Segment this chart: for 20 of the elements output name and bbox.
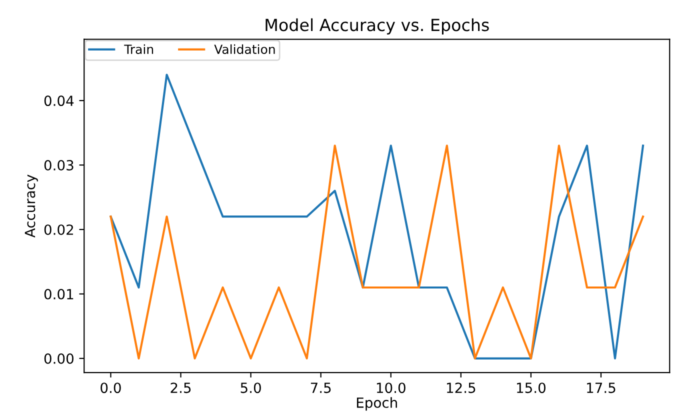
y-axis-title: Accuracy bbox=[24, 174, 38, 238]
x-axis-title: Epoch bbox=[356, 397, 397, 411]
chart-title: Model Accuracy vs. Epochs bbox=[266, 18, 489, 34]
y-tick-label: 0.00 bbox=[44, 353, 74, 364]
x-tick-label: 15.0 bbox=[517, 382, 546, 394]
x-tick-label: 5.0 bbox=[240, 382, 261, 394]
y-tick-label: 0.02 bbox=[44, 224, 74, 235]
x-tick-label: 10.0 bbox=[376, 382, 406, 394]
y-tick-label: 0.04 bbox=[44, 96, 74, 106]
y-tick-label: 0.01 bbox=[44, 288, 74, 300]
x-tick-label: 0.0 bbox=[100, 382, 121, 394]
legend-label: Validation bbox=[214, 44, 275, 54]
x-tick-label: 12.5 bbox=[446, 382, 476, 394]
y-tick-label: 0.03 bbox=[44, 160, 74, 171]
legend-label: Train bbox=[124, 44, 154, 54]
x-tick-label: 2.5 bbox=[170, 382, 191, 394]
line-series bbox=[110, 144, 644, 360]
x-tick-label: 17.5 bbox=[587, 382, 616, 394]
line-series bbox=[110, 74, 644, 360]
x-tick-label: 7.5 bbox=[310, 382, 331, 394]
